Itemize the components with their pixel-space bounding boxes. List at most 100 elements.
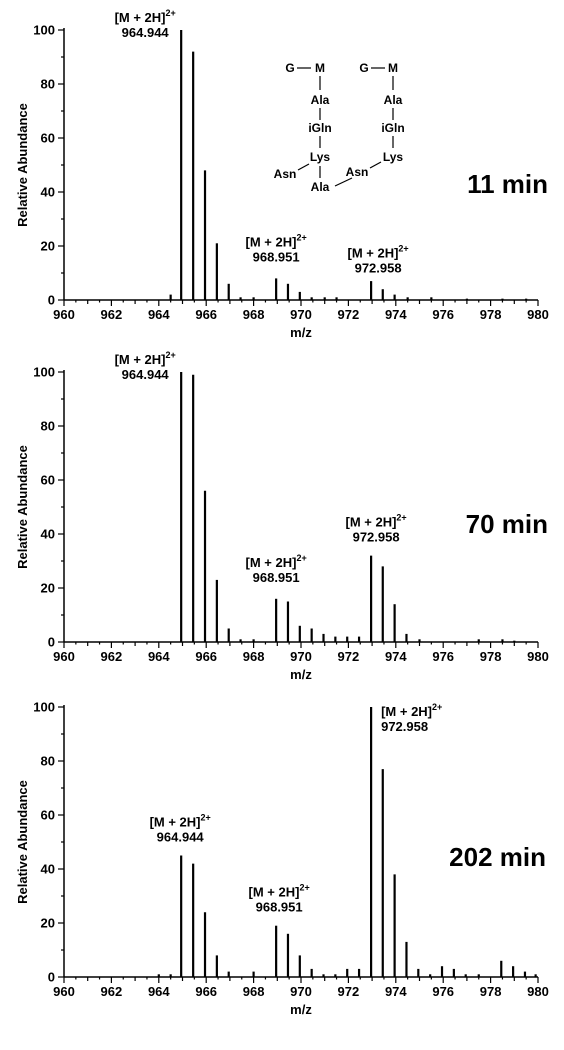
y-tick-label: 20 [41, 581, 55, 596]
x-axis-title: m/z [290, 1002, 312, 1017]
y-tick-label: 40 [41, 185, 55, 200]
ion-mz-label: 968.951 [253, 250, 300, 265]
struct-igln-right: iGln [381, 121, 404, 135]
y-tick-label: 60 [41, 808, 55, 823]
x-tick-label: 976 [432, 984, 454, 999]
struct-asn-right: Asn [346, 165, 369, 179]
ion-mz-label: 972.958 [381, 719, 428, 734]
x-tick-label: 976 [432, 649, 454, 664]
x-tick-label: 968 [243, 984, 265, 999]
x-tick-label: 964 [148, 649, 170, 664]
y-tick-label: 80 [41, 77, 55, 92]
time-label: 11 min [467, 169, 548, 199]
bond-line [369, 161, 382, 169]
ion-mz-label: 972.958 [353, 530, 400, 545]
x-tick-label: 960 [53, 307, 75, 322]
y-tick-label: 40 [41, 862, 55, 877]
x-tick-label: 970 [290, 984, 312, 999]
y-tick-label: 80 [41, 754, 55, 769]
struct-lys-right: Lys [383, 150, 404, 164]
y-tick-label: 60 [41, 131, 55, 146]
muropeptide-structure: G M Ala iGln Lys Asn Ala G M Ala iGln Lys Asn [274, 61, 405, 194]
y-tick-label: 100 [33, 365, 55, 380]
x-tick-label: 962 [101, 307, 123, 322]
x-tick-label: 960 [53, 984, 75, 999]
y-tick-label: 0 [48, 635, 55, 650]
y-tick-label: 20 [41, 916, 55, 931]
ion-mz-label: 964.944 [122, 367, 170, 382]
ion-label: [M + 2H]2+ [348, 243, 409, 260]
ion-label: [M + 2H]2+ [246, 553, 307, 570]
x-tick-label: 980 [527, 649, 549, 664]
x-axis-title: m/z [290, 667, 312, 682]
y-tick-label: 80 [41, 419, 55, 434]
x-tick-label: 966 [195, 984, 217, 999]
x-tick-label: 972 [338, 984, 360, 999]
x-tick-label: 980 [527, 307, 549, 322]
y-tick-label: 40 [41, 527, 55, 542]
x-tick-label: 978 [480, 307, 502, 322]
time-label: 202 min [449, 842, 546, 872]
struct-m-left: M [315, 61, 325, 75]
x-tick-label: 974 [385, 984, 407, 999]
x-tick-label: 962 [101, 984, 123, 999]
bond-line [297, 163, 310, 171]
x-tick-label: 980 [527, 984, 549, 999]
struct-g-left: G [285, 61, 294, 75]
struct-m-right: M [388, 61, 398, 75]
ion-label: [M + 2H]2+ [346, 513, 407, 530]
y-axis-title: Relative Abundance [15, 445, 30, 569]
struct-ala-left: Ala [311, 93, 330, 107]
ion-mz-label: 972.958 [355, 260, 402, 275]
x-tick-label: 968 [243, 649, 265, 664]
ion-label: [M + 2H]2+ [381, 702, 442, 719]
x-tick-label: 966 [195, 649, 217, 664]
ion-label: [M + 2H]2+ [150, 812, 211, 829]
ion-label: [M + 2H]2+ [115, 350, 176, 367]
struct-igln-left: iGln [308, 121, 331, 135]
x-tick-label: 970 [290, 307, 312, 322]
struct-asn-left: Asn [274, 167, 297, 181]
x-tick-label: 968 [243, 307, 265, 322]
ion-mz-label: 968.951 [256, 900, 303, 915]
y-tick-label: 100 [33, 700, 55, 715]
x-tick-label: 972 [338, 649, 360, 664]
y-axis-title: Relative Abundance [15, 780, 30, 904]
x-tick-label: 974 [385, 649, 407, 664]
panel-middle: 960 962 964 966 968 970 972 974 976 978 980 0 20 40 60… [15, 350, 549, 682]
y-tick-label: 20 [41, 239, 55, 254]
x-axis-title: m/z [290, 325, 312, 340]
ion-label: [M + 2H]2+ [246, 233, 307, 250]
x-tick-label: 978 [480, 984, 502, 999]
x-tick-label: 962 [101, 649, 123, 664]
struct-ala2-left: Ala [311, 180, 330, 194]
panel-bottom: 960 962 964 966 968 970 972 974 976 978 980 0 20 40 60… [15, 700, 549, 1018]
struct-ala-right: Ala [384, 93, 403, 107]
x-tick-label: 966 [195, 307, 217, 322]
panel-top: 960 962 964 966 968 970 972 974 976 978 980 0 20 40 60… [15, 8, 549, 340]
ion-mz-label: 964.944 [122, 25, 170, 40]
x-tick-label: 970 [290, 649, 312, 664]
ion-label: [M + 2H]2+ [249, 883, 310, 900]
x-tick-label: 974 [385, 307, 407, 322]
time-label: 70 min [466, 509, 548, 539]
x-tick-label: 964 [148, 984, 170, 999]
y-tick-label: 100 [33, 23, 55, 38]
x-tick-label: 972 [338, 307, 360, 322]
y-tick-label: 0 [48, 293, 55, 308]
y-tick-label: 0 [48, 970, 55, 985]
x-tick-label: 960 [53, 649, 75, 664]
y-tick-label: 60 [41, 473, 55, 488]
x-tick-label: 976 [432, 307, 454, 322]
ion-label: [M + 2H]2+ [115, 8, 176, 25]
struct-g-right: G [359, 61, 368, 75]
bond-line [334, 177, 353, 187]
x-tick-label: 964 [148, 307, 170, 322]
x-tick-label: 978 [480, 649, 502, 664]
y-axis-title: Relative Abundance [15, 103, 30, 227]
ion-mz-label: 964.944 [157, 829, 205, 844]
struct-lys-left: Lys [310, 150, 331, 164]
ion-mz-label: 968.951 [253, 570, 300, 585]
